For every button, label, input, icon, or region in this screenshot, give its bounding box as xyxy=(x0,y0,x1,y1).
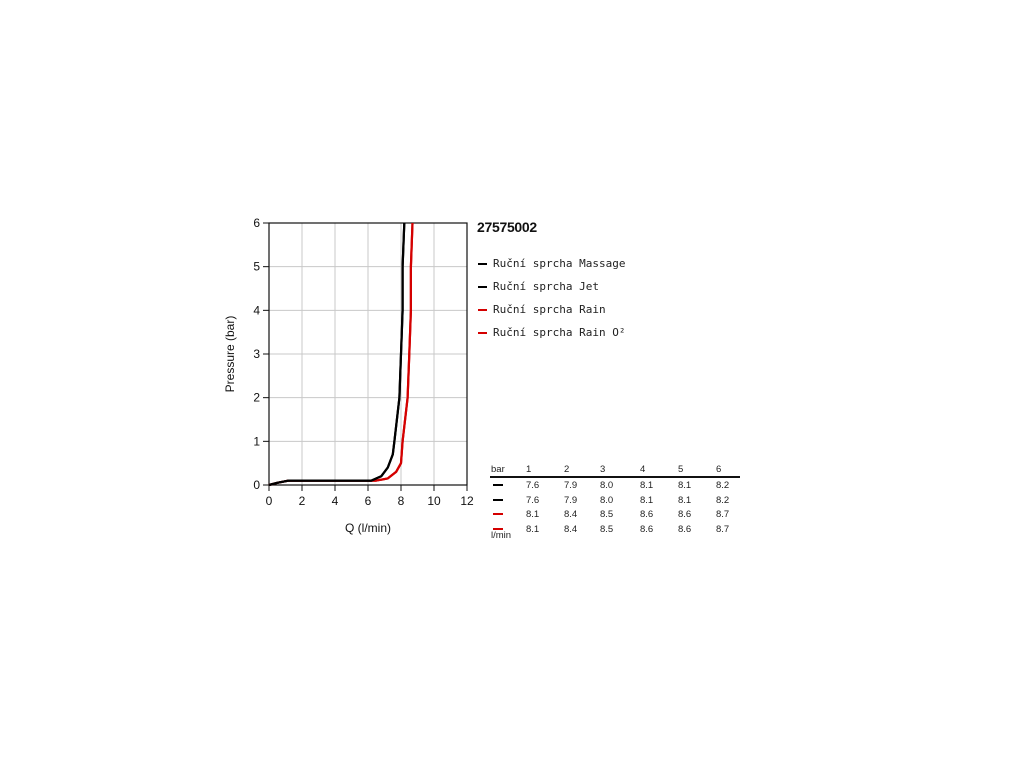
legend-swatch xyxy=(478,331,487,334)
legend-item: Ruční sprcha Jet xyxy=(478,275,625,298)
table-column-header: 3 xyxy=(600,464,606,475)
legend-label: Ruční sprcha Rain O² xyxy=(493,326,626,339)
table-row: 7.6 7.9 8.0 8.1 8.1 8.2 xyxy=(490,493,740,508)
table-cell: 8.0 xyxy=(600,494,614,506)
legend-swatch xyxy=(478,285,487,288)
y-tick-label: 6 xyxy=(253,216,260,230)
table-cell: 8.0 xyxy=(600,480,614,491)
x-tick-label: 10 xyxy=(427,494,441,508)
table-cell: 8.4 xyxy=(564,523,578,535)
y-tick-label: 4 xyxy=(253,303,260,317)
legend-label: Ruční sprcha Jet xyxy=(493,280,599,293)
table-cell: 8.1 xyxy=(526,523,540,535)
x-axis-label: Q (l/min) xyxy=(345,521,391,535)
y-tick-label: 2 xyxy=(253,391,260,405)
x-tick-label: 6 xyxy=(365,494,372,508)
legend-swatch xyxy=(478,262,487,265)
x-axis-ticks: 0 2 4 6 8 10 12 xyxy=(266,485,474,508)
table-cell: 8.7 xyxy=(716,509,730,520)
table-cell: 8.1 xyxy=(640,494,654,506)
y-tick-label: 3 xyxy=(253,347,260,361)
y-tick-label: 5 xyxy=(253,260,260,274)
table-cell: 8.6 xyxy=(678,509,692,520)
table-cell: 8.6 xyxy=(640,509,654,520)
table-cell: 8.1 xyxy=(640,480,654,491)
legend-item: Ruční sprcha Rain xyxy=(478,298,625,321)
legend-label: Ruční sprcha Massage xyxy=(493,257,626,270)
product-code: 27575002 xyxy=(477,219,537,235)
table-cell: 7.9 xyxy=(564,494,578,506)
row-color-swatch xyxy=(493,484,503,486)
table-unit-label: l/min xyxy=(491,530,512,541)
y-tick-label: 1 xyxy=(253,434,260,448)
table-column-header: 2 xyxy=(564,464,570,475)
table-column-header: 6 xyxy=(716,464,722,475)
table-column-header: 1 xyxy=(526,464,532,475)
table-row: 8.1 8.4 8.5 8.6 8.6 8.7 xyxy=(490,507,740,522)
x-tick-label: 2 xyxy=(299,494,306,508)
table-cell: 8.7 xyxy=(716,523,730,535)
table-header: bar 1 2 3 4 5 6 xyxy=(490,464,740,478)
table-row: 7.6 7.9 8.0 8.1 8.1 8.2 xyxy=(490,478,740,493)
table-row: 8.1 8.4 8.5 8.6 8.6 8.7 xyxy=(490,522,740,537)
y-tick-label: 0 xyxy=(253,478,260,492)
series-line-2 xyxy=(268,222,406,487)
table-column-header: 4 xyxy=(640,464,646,475)
table-cell: 8.6 xyxy=(640,523,654,535)
table-cell: 8.1 xyxy=(678,494,692,506)
legend-item: Ruční sprcha Rain O² xyxy=(478,321,625,344)
row-color-swatch xyxy=(493,527,503,530)
table-body: 7.6 7.9 8.0 8.1 8.1 8.2 7.6 7.9 8.0 8.1 8.1 8.2 8.1 8… xyxy=(490,478,740,536)
x-tick-label: 4 xyxy=(332,494,339,508)
table-cell: 7.6 xyxy=(526,480,540,491)
table-cell: 8.2 xyxy=(716,480,730,491)
chart-grid xyxy=(269,223,467,485)
table-cell: 8.5 xyxy=(600,509,614,520)
table-cell: 7.9 xyxy=(564,480,578,491)
table-cell: 8.2 xyxy=(716,494,730,506)
chart-legend: Ruční sprcha Massage Ruční sprcha Jet Ručn… xyxy=(478,252,625,344)
legend-item: Ruční sprcha Massage xyxy=(478,252,625,275)
row-color-swatch xyxy=(493,498,503,501)
table-cell: 8.6 xyxy=(678,523,692,535)
y-axis-ticks: 0 1 2 3 4 5 6 xyxy=(253,216,269,492)
table-cell: 8.1 xyxy=(526,509,540,520)
x-tick-label: 8 xyxy=(398,494,405,508)
y-axis-label: Pressure (bar) xyxy=(223,316,237,393)
table-cell: 7.6 xyxy=(526,494,540,506)
table-cell: 8.4 xyxy=(564,509,578,520)
legend-label: Ruční sprcha Rain xyxy=(493,303,606,316)
table-cell: 8.1 xyxy=(678,480,692,491)
x-tick-label: 12 xyxy=(460,494,474,508)
x-tick-label: 0 xyxy=(266,494,273,508)
table-column-header: 5 xyxy=(678,464,684,475)
table-header-label: bar xyxy=(491,464,505,475)
legend-swatch xyxy=(478,308,487,311)
chart-series xyxy=(268,222,414,487)
row-color-swatch xyxy=(493,513,503,515)
table-cell: 8.5 xyxy=(600,523,614,535)
